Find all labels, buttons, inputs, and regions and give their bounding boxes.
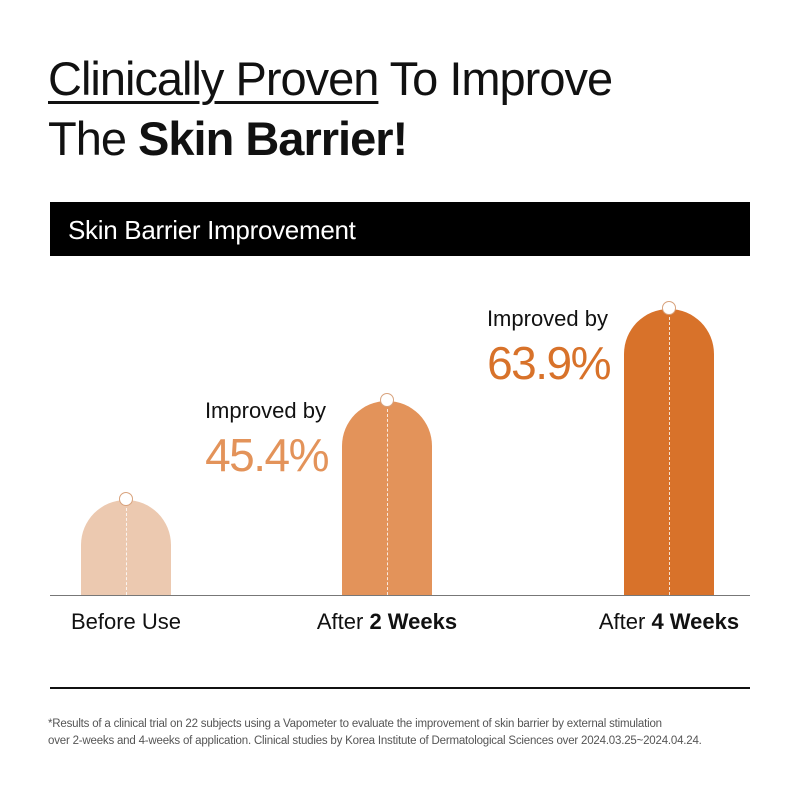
improved-label: Improved by: [204, 398, 326, 423]
bar: [342, 393, 432, 595]
bar: [624, 301, 714, 595]
heading-bold: Skin Barrier!: [138, 112, 408, 165]
category-label-bold: 4 Weeks: [651, 609, 740, 634]
divider: [50, 687, 750, 689]
bar: [81, 492, 171, 595]
improvement-value: 63.9%: [487, 337, 611, 389]
improvement-value: 45.4%: [205, 429, 329, 481]
category-label-plain: Before Use: [70, 609, 182, 634]
bar-center-line: [387, 409, 388, 595]
footnote-line: over 2-weeks and 4-weeks of application.…: [48, 735, 702, 747]
bar-top-marker: [119, 492, 133, 506]
bar-top-marker: [662, 301, 676, 315]
improved-label: Improved by: [486, 306, 608, 331]
x-axis: [50, 595, 750, 596]
bar-top-marker: [380, 393, 394, 407]
category-label: Before Use: [16, 609, 236, 635]
section-title: Skin Barrier Improvement: [50, 202, 750, 256]
heading-rest: To Improve: [378, 52, 613, 105]
bar-center-line: [126, 508, 127, 595]
heading-line-1: Clinically Proven To Improve: [48, 52, 613, 105]
footnote-line: *Results of a clinical trial on 22 subje…: [48, 718, 662, 730]
heading-underlined: Clinically Proven: [48, 52, 379, 105]
category-label-plain: After: [598, 609, 652, 634]
category-label: After 2 Weeks: [277, 609, 497, 635]
heading-plain: The: [48, 112, 139, 165]
category-label: After 4 Weeks: [559, 609, 779, 635]
bar-center-line: [669, 317, 670, 595]
footnote: *Results of a clinical trial on 22 subje…: [48, 716, 702, 750]
category-label-plain: After: [316, 609, 370, 634]
category-label-bold: 2 Weeks: [369, 609, 458, 634]
heading-line-2: The Skin Barrier!: [48, 112, 408, 165]
